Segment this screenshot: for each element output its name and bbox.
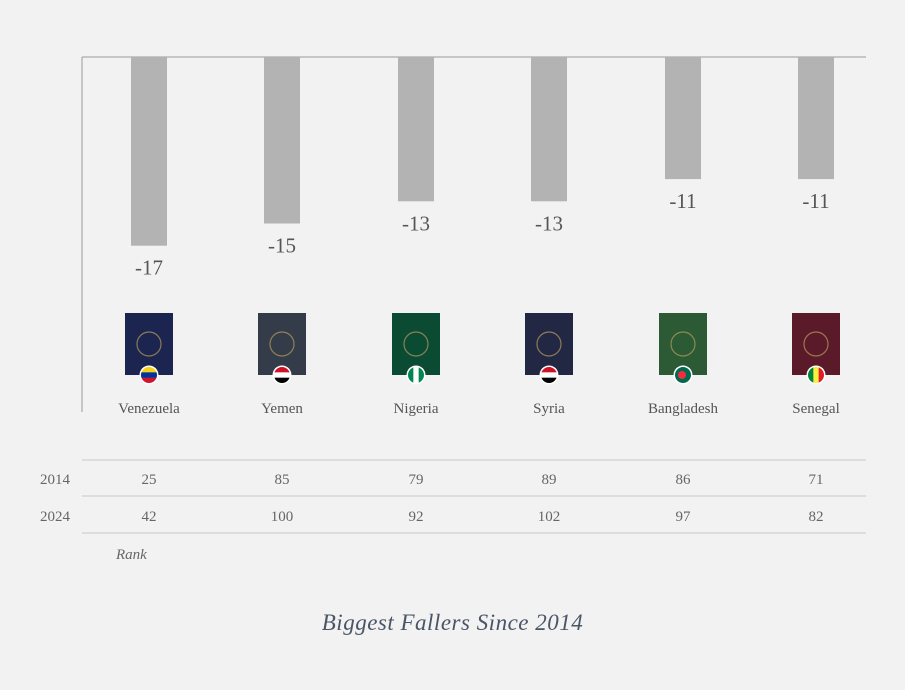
rank-cell: 102 bbox=[538, 509, 561, 525]
category-label: Senegal bbox=[792, 401, 839, 417]
flag-stripe bbox=[541, 372, 557, 378]
passport-icon bbox=[392, 313, 440, 385]
rank-cell: 71 bbox=[809, 472, 824, 488]
bar-syria bbox=[531, 57, 567, 202]
data-label: -11 bbox=[669, 189, 696, 213]
bar-nigeria bbox=[398, 57, 434, 202]
flag-senegal-icon bbox=[808, 367, 824, 383]
flag-stripe bbox=[141, 372, 157, 378]
passport-icon bbox=[659, 313, 707, 385]
passport-cover bbox=[659, 313, 707, 375]
flag-stripe bbox=[274, 377, 290, 383]
passport-icon bbox=[125, 313, 173, 385]
rank-cell: 42 bbox=[142, 509, 157, 525]
flag-stripe bbox=[808, 367, 814, 383]
year-label: 2024 bbox=[40, 509, 71, 525]
passport-cover bbox=[392, 313, 440, 375]
passport-icon bbox=[792, 313, 840, 385]
flag-stripe bbox=[541, 377, 557, 383]
passport-emblem bbox=[136, 331, 162, 357]
year-label: 2014 bbox=[40, 472, 71, 488]
flag-stripe bbox=[141, 377, 157, 383]
flag-stripe bbox=[274, 372, 290, 378]
rank-cell: 79 bbox=[409, 472, 424, 488]
passport-icon bbox=[258, 313, 306, 385]
category-label: Syria bbox=[533, 401, 565, 417]
data-label: -11 bbox=[802, 189, 829, 213]
data-label: -15 bbox=[268, 234, 296, 258]
flag-bangladesh-icon bbox=[675, 367, 691, 383]
bar-venezuela bbox=[131, 57, 167, 246]
rank-cell: 92 bbox=[409, 509, 424, 525]
rank-cell: 86 bbox=[676, 472, 692, 488]
flag-syria-icon bbox=[541, 367, 557, 383]
flag-disc bbox=[678, 371, 686, 379]
flag-nigeria-icon bbox=[408, 367, 424, 383]
passport-emblem bbox=[670, 331, 696, 357]
flag-stripe bbox=[413, 367, 419, 383]
rank-cell: 89 bbox=[542, 472, 557, 488]
flag-stripe bbox=[408, 367, 414, 383]
category-label: Yemen bbox=[261, 401, 303, 417]
passport-emblem bbox=[536, 331, 562, 357]
passport-emblem bbox=[403, 331, 429, 357]
data-label: -13 bbox=[535, 211, 563, 235]
chart-title: Biggest Fallers Since 2014 bbox=[321, 610, 584, 635]
rank-label: Rank bbox=[116, 547, 147, 563]
rank-cell: 85 bbox=[275, 472, 290, 488]
flag-stripe bbox=[818, 367, 824, 383]
flag-stripe bbox=[141, 367, 157, 373]
flag-stripe bbox=[813, 367, 819, 383]
rank-cell: 25 bbox=[142, 472, 157, 488]
category-label: Venezuela bbox=[118, 401, 180, 417]
rank-cell: 100 bbox=[271, 509, 294, 525]
passport-emblem bbox=[269, 331, 295, 357]
passport-cover bbox=[525, 313, 573, 375]
category-label: Bangladesh bbox=[648, 401, 718, 417]
passport-icon bbox=[525, 313, 573, 385]
passport-emblem bbox=[803, 331, 829, 357]
passport-cover bbox=[258, 313, 306, 375]
flag-stripe bbox=[541, 367, 557, 373]
rank-cell: 97 bbox=[676, 509, 692, 525]
bar-senegal bbox=[798, 57, 834, 180]
flag-venezuela-icon bbox=[141, 367, 157, 383]
flag-stripe bbox=[418, 367, 424, 383]
passport-cover bbox=[792, 313, 840, 375]
bar-bangladesh bbox=[665, 57, 701, 180]
bar-yemen bbox=[264, 57, 300, 224]
passport-cover bbox=[125, 313, 173, 375]
rank-cell: 82 bbox=[809, 509, 824, 525]
flag-yemen-icon bbox=[274, 367, 290, 383]
data-label: -13 bbox=[402, 211, 430, 235]
flag-stripe bbox=[274, 367, 290, 373]
category-label: Nigeria bbox=[394, 401, 439, 417]
data-label: -17 bbox=[135, 256, 163, 280]
